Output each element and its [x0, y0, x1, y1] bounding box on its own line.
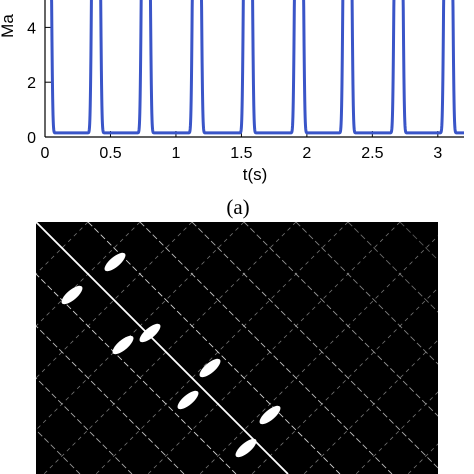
x-tick-label: 0.5 — [99, 145, 121, 162]
recurrence-blobs — [61, 252, 281, 458]
main-diagonal — [35, 221, 289, 474]
recurrence-plot — [0, 221, 474, 474]
y-ticks: 0 2 4 — [27, 20, 51, 147]
recurrence-diagonal-line — [191, 222, 438, 469]
x-ticks: 0 0.5 1 1.5 2 2.5 3 — [41, 131, 442, 162]
recurrence-antidiagonal-line — [36, 222, 89, 275]
recurrence-blob — [104, 252, 126, 272]
recurrence-blob — [199, 358, 221, 378]
y-tick-label: 2 — [27, 75, 36, 92]
y-tick-label: 4 — [27, 20, 36, 37]
recurrence-antidiagonal-line — [43, 222, 297, 474]
recurrence-antidiagonal-line — [251, 287, 438, 474]
recurrence-antidiagonal-line — [460, 222, 474, 474]
recurrence-antidiagonal-line — [95, 222, 349, 474]
y-tick-label: 0 — [27, 130, 36, 147]
recurrence-antidiagonal-line — [36, 222, 193, 379]
recurrence-plot-background — [36, 222, 438, 474]
recurrence-diagonal-line — [452, 222, 474, 474]
recurrence-diagonal-line — [139, 222, 393, 474]
recurrence-antidiagonal-line — [303, 339, 438, 474]
y-axis-label: Ma — [0, 14, 17, 38]
recurrence-pattern — [0, 222, 474, 474]
line-plot: 0 2 4 0 0.5 1 1.5 2 2.5 3 Ma t(s) (a) — [0, 0, 464, 219]
figure-caption: (a) — [226, 195, 249, 219]
recurrence-blob — [61, 285, 83, 305]
recurrence-blob — [112, 335, 134, 355]
x-tick-label: 1.5 — [230, 145, 252, 162]
recurrence-blob — [177, 390, 199, 410]
recurrence-blob — [235, 438, 257, 458]
recurrence-diagonal-line — [87, 222, 341, 474]
x-tick-label: 0 — [41, 145, 50, 162]
x-axis-label: t(s) — [243, 165, 268, 184]
recurrence-blob — [139, 323, 161, 343]
x-tick-label: 2 — [302, 145, 311, 162]
x-tick-label: 2.5 — [361, 145, 383, 162]
recurrence-antidiagonal-line — [355, 391, 438, 474]
series-line — [50, 0, 464, 135]
recurrence-blob — [259, 405, 281, 425]
recurrence-diagonal-line — [0, 222, 28, 474]
x-tick-label: 3 — [433, 145, 442, 162]
recurrence-antidiagonal-line — [199, 235, 438, 474]
recurrence-diagonal-line — [243, 222, 438, 417]
recurrence-antidiagonal-line — [36, 222, 37, 223]
recurrence-diagonal-line — [347, 222, 438, 313]
recurrence-antidiagonal-line — [36, 222, 141, 327]
recurrence-diagonal-line — [295, 222, 438, 365]
x-tick-label: 1 — [171, 145, 180, 162]
recurrence-antidiagonal-line — [147, 222, 401, 474]
